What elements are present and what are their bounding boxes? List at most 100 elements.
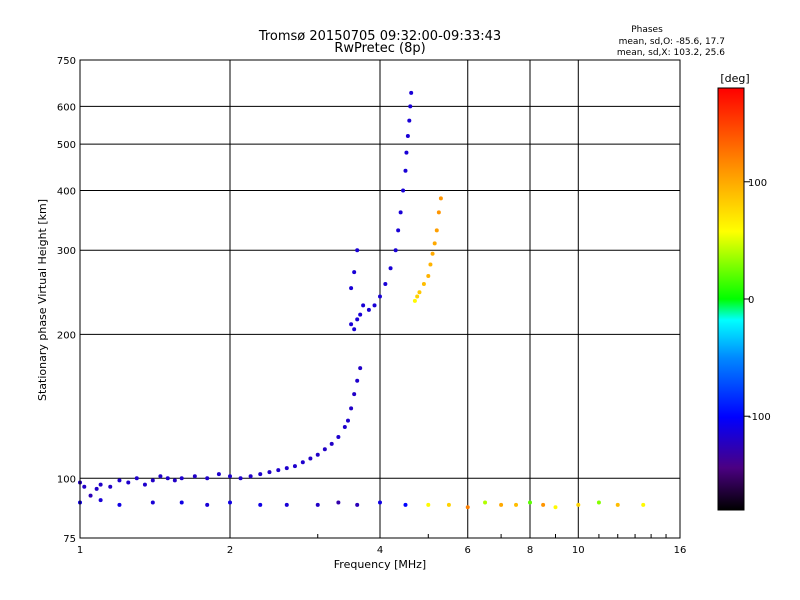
data-point [82, 484, 87, 489]
data-point [378, 500, 382, 505]
data-point [98, 482, 103, 487]
colorbar-label: [deg] [720, 72, 749, 85]
data-point [426, 273, 431, 278]
data-point [150, 478, 155, 483]
y-tick-label: 75 [63, 534, 76, 545]
y-tick-label: 750 [57, 56, 76, 67]
data-point [126, 480, 131, 485]
y-tick-label: 400 [57, 186, 76, 197]
data-point [398, 210, 403, 215]
data-point [358, 366, 363, 371]
data-point [434, 228, 439, 233]
data-point [355, 317, 360, 322]
data-point [415, 294, 420, 299]
data-point [248, 474, 253, 479]
y-tick-label: 200 [57, 330, 76, 341]
data-point [292, 464, 297, 469]
x-tick-label: 2 [227, 545, 233, 556]
data-point [430, 251, 435, 256]
data-point [142, 482, 147, 487]
chart-subtitle: RwPretec (8p) [334, 41, 425, 56]
data-point [258, 502, 263, 507]
data-point [192, 474, 197, 479]
data-point [372, 303, 377, 308]
data-point [134, 476, 139, 481]
data-point [355, 502, 360, 507]
data-point [514, 502, 519, 507]
data-point [284, 466, 289, 471]
data-point [436, 210, 441, 215]
data-point [378, 294, 382, 299]
data-point [528, 500, 532, 505]
data-point [403, 168, 408, 173]
data-point [94, 486, 99, 491]
data-point [258, 472, 263, 477]
data-point [352, 327, 357, 332]
plot-frame [79, 59, 681, 539]
data-point [432, 241, 437, 246]
data-point [117, 502, 122, 507]
data-point [404, 150, 409, 155]
data-point [408, 104, 413, 109]
data-point [352, 270, 357, 275]
legend-title: Phases [631, 25, 663, 35]
data-point [300, 460, 305, 465]
data-point [98, 498, 103, 503]
data-point [345, 418, 350, 423]
data-point [108, 484, 113, 489]
data-point [383, 281, 388, 286]
data-point [541, 502, 546, 507]
data-point [228, 500, 232, 505]
data-point [596, 500, 601, 505]
data-point [576, 502, 581, 507]
data-point [267, 470, 272, 475]
data-point [117, 478, 122, 483]
data-point [355, 248, 360, 253]
data-point [499, 502, 504, 507]
data-points [78, 90, 646, 510]
y-axis-label: Stationary phase Virtual Height [km] [36, 199, 49, 401]
x-tick-label: 1 [77, 545, 83, 556]
grid-lines [79, 59, 681, 539]
data-point [329, 441, 334, 446]
data-point [172, 478, 177, 483]
y-axis: 75 100 200 300 400 500 600 750 [57, 56, 76, 545]
data-point [421, 281, 426, 286]
data-point [315, 452, 320, 457]
y-tick-label: 100 [57, 474, 76, 485]
data-point [615, 502, 620, 507]
data-point [228, 474, 232, 479]
data-point [238, 476, 243, 481]
data-point [349, 322, 354, 327]
data-point [216, 472, 221, 477]
data-point [342, 425, 347, 430]
data-point [276, 468, 281, 473]
data-point [412, 298, 417, 303]
data-point [284, 502, 289, 507]
data-point [407, 118, 412, 123]
data-point [446, 502, 451, 507]
data-point [401, 188, 406, 193]
data-point [355, 378, 360, 383]
colorbar-ticks: 100 0 -100 [744, 178, 771, 423]
data-point [393, 248, 398, 253]
chart-title: Tromsø 20150705 09:32:00-09:33:43 [258, 29, 501, 44]
data-point [158, 474, 163, 479]
data-point [308, 456, 313, 461]
legend-line-o: mean, sd,O: -85.6, 17.7 [619, 37, 725, 47]
data-point [349, 286, 354, 291]
data-point [361, 303, 366, 308]
data-point [641, 502, 646, 507]
data-point [553, 505, 558, 510]
data-point [417, 290, 422, 295]
data-point [88, 493, 93, 498]
y-tick-label: 600 [57, 102, 76, 113]
data-point [428, 262, 433, 267]
data-point [352, 392, 357, 397]
data-point [358, 312, 363, 317]
data-point [205, 502, 210, 507]
data-point [179, 476, 184, 481]
data-point [315, 502, 320, 507]
data-point [336, 500, 341, 505]
